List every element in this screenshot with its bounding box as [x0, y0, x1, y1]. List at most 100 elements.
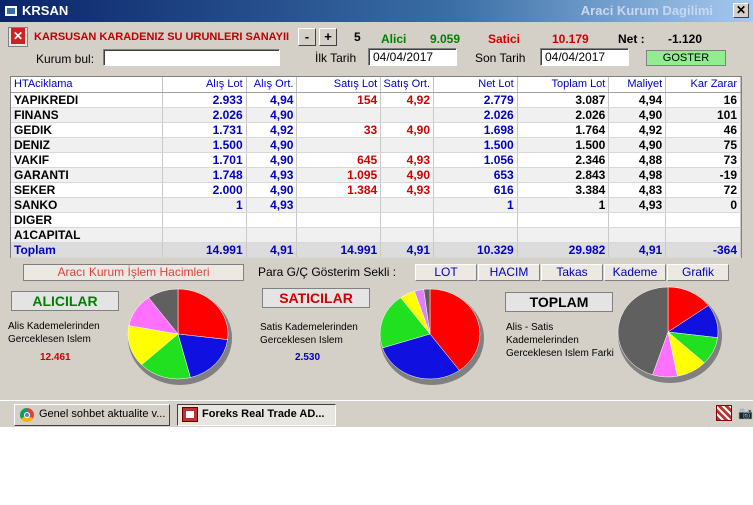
tab-grafik[interactable]: Grafik — [667, 264, 729, 281]
foreks-tray-icon[interactable] — [716, 405, 732, 421]
broker-table: HTAciklama Alış Lot Alış Ort. Satış Lot Satı… — [10, 76, 742, 258]
table-cell: 616 — [433, 182, 518, 198]
column-header[interactable]: Net Lot — [433, 77, 518, 93]
total-cell: -364 — [665, 242, 741, 258]
alicilar-pie-chart — [127, 288, 232, 385]
table-cell — [608, 227, 667, 243]
total-cell: 10.329 — [433, 242, 518, 258]
table-cell: 4,90 — [380, 167, 435, 183]
net-label: Net : — [618, 32, 645, 46]
table-cell — [608, 212, 667, 228]
tab-kademe[interactable]: Kademe — [604, 264, 666, 281]
table-cell: 1 — [162, 197, 247, 213]
broker-name-cell: GEDIK — [11, 122, 163, 138]
alicilar-pie-slice-blue — [177, 333, 228, 378]
close-stock-icon[interactable] — [8, 27, 28, 47]
table-row[interactable]: A1CAPITAL — [11, 227, 741, 243]
table-cell: 1.384 — [296, 182, 382, 198]
table-cell — [162, 212, 247, 228]
alici-value: 9.059 — [430, 32, 461, 46]
table-cell: 645 — [296, 152, 382, 168]
table-cell: 1.748 — [162, 167, 247, 183]
total-cell: 14.991 — [162, 242, 247, 258]
table-cell: 1.701 — [162, 152, 247, 168]
table-cell: 4,88 — [608, 152, 667, 168]
table-row[interactable]: SEKER 2.000 4,90 1.384 4,93 616 3.384 4,83 72 — [11, 182, 741, 198]
total-cell: 4,91 — [246, 242, 298, 258]
goster-button[interactable]: GOSTER — [646, 50, 726, 66]
table-cell: 1.500 — [517, 137, 610, 153]
table-cell: 4,93 — [246, 167, 298, 183]
broker-name-cell: A1CAPITAL — [11, 227, 163, 243]
table-cell — [517, 227, 610, 243]
alicilar-desc: Alis Kademelerinden Gerceklesen Islem — [8, 321, 100, 345]
plus-button[interactable]: + — [319, 28, 337, 46]
table-cell: 4,98 — [608, 167, 667, 183]
tab-hacim[interactable]: HACIM — [478, 264, 540, 281]
alicilar-button[interactable]: ALICILAR — [11, 291, 119, 311]
table-cell: 75 — [665, 137, 741, 153]
broker-name-cell: FINANS — [11, 107, 163, 123]
table-cell — [433, 227, 518, 243]
column-header[interactable]: Alış Ort. — [246, 77, 298, 93]
title-bar[interactable]: KRSAN Araci Kurum Dagilimi ✕ — [0, 0, 753, 22]
table-row[interactable]: VAKIF 1.701 4,90 645 4,93 1.056 2.346 4,88 73 — [11, 152, 741, 168]
column-header[interactable]: HTAciklama — [11, 77, 163, 93]
son-tarih-input[interactable]: 04/04/2017 — [540, 48, 629, 66]
saticilar-pie-slice-blue — [382, 333, 460, 380]
table-row[interactable]: DENIZ 1.500 4,90 1.500 1.500 4,90 75 — [11, 137, 741, 153]
column-header[interactable]: Toplam Lot — [517, 77, 610, 93]
table-cell — [296, 212, 382, 228]
table-cell: 653 — [433, 167, 518, 183]
table-cell: 2.000 — [162, 182, 247, 198]
table-row[interactable]: DIGER — [11, 212, 741, 228]
broker-name-cell: VAKIF — [11, 152, 163, 168]
table-cell: 1 — [433, 197, 518, 213]
table-cell: 1.698 — [433, 122, 518, 138]
ilk-tarih-input[interactable]: 04/04/2017 — [368, 48, 457, 66]
table-row[interactable]: GEDIK 1.731 4,92 33 4,90 1.698 1.764 4,92 46 — [11, 122, 741, 138]
taskbar-item-chrome[interactable]: Genel sohbet aktualite v... — [14, 404, 170, 426]
column-header[interactable]: Alış Lot — [162, 77, 247, 93]
broker-name-cell: SEKER — [11, 182, 163, 198]
table-cell: 1.095 — [296, 167, 382, 183]
column-header[interactable]: Satış Ort. — [380, 77, 435, 93]
son-tarih-label: Son Tarih — [475, 51, 526, 65]
table-row[interactable]: GARANTI 1.748 4,93 1.095 4,90 653 2.843 4,98 -19 — [11, 167, 741, 183]
tab-takas[interactable]: Takas — [541, 264, 603, 281]
table-cell: 4,90 — [608, 137, 667, 153]
kurum-bul-input[interactable] — [103, 49, 280, 66]
table-row[interactable]: SANKO 1 4,93 1 1 4,93 0 — [11, 197, 741, 213]
table-cell: 2.933 — [162, 92, 247, 108]
tab-lot[interactable]: LOT — [415, 264, 477, 281]
table-cell: 4,94 — [608, 92, 667, 108]
table-cell: 73 — [665, 152, 741, 168]
toplam-button[interactable]: TOPLAM — [505, 292, 613, 312]
taskbar-item-foreks[interactable]: Foreks Real Trade AD... — [177, 404, 336, 426]
table-row[interactable]: FINANS 2.026 4,90 2.026 2.026 4,90 101 — [11, 107, 741, 123]
table-cell — [246, 212, 298, 228]
table-cell — [665, 227, 741, 243]
broker-name-cell: DENIZ — [11, 137, 163, 153]
column-header[interactable]: Maliyet — [608, 77, 667, 93]
camera-icon[interactable]: 📷 — [738, 406, 753, 420]
window-close-button[interactable]: ✕ — [733, 3, 749, 18]
table-total-row: Toplam 14.991 4,91 14.991 4,91 10.329 29.982 4,… — [11, 242, 741, 258]
column-header[interactable]: Satış Lot — [296, 77, 382, 93]
hacim-button[interactable]: Aracı Kurum İşlem Hacimleri — [23, 264, 244, 281]
saticilar-button[interactable]: SATICILAR — [262, 288, 370, 308]
table-row[interactable]: YAPIKREDI 2.933 4,94 154 4,92 2.779 3.087 4,94 1… — [11, 92, 741, 108]
table-cell: 4,92 — [608, 122, 667, 138]
column-header[interactable]: Kar Zarar — [665, 77, 741, 93]
minus-button[interactable]: - — [298, 28, 316, 46]
table-cell — [162, 227, 247, 243]
table-cell: 2.026 — [162, 107, 247, 123]
table-cell: 2.026 — [517, 107, 610, 123]
total-label: Toplam — [11, 242, 163, 258]
table-cell: 1 — [517, 197, 610, 213]
table-cell — [433, 212, 518, 228]
table-cell: 4,90 — [246, 152, 298, 168]
table-cell: 0 — [665, 197, 741, 213]
table-cell: 2.346 — [517, 152, 610, 168]
table-cell — [380, 107, 435, 123]
